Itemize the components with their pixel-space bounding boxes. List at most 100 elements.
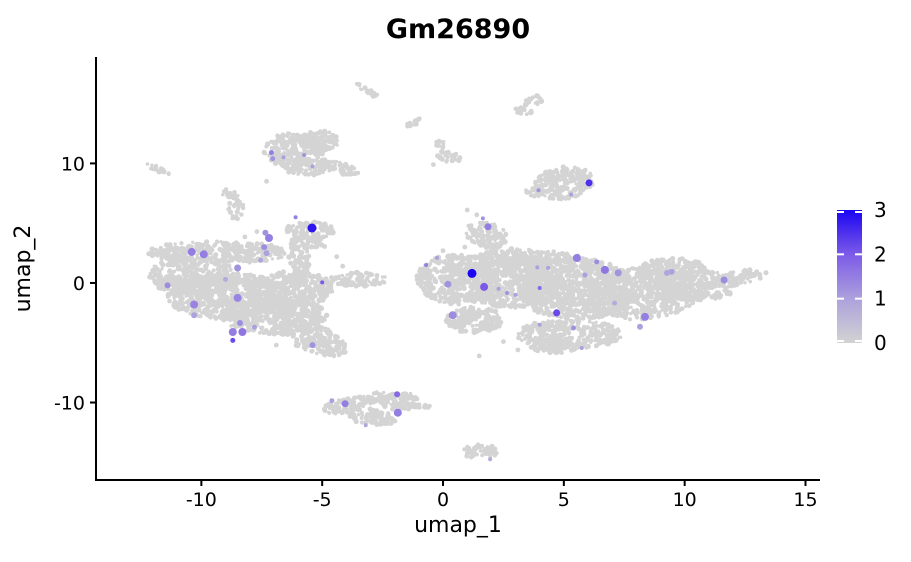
cell-point — [154, 247, 158, 252]
cell-point — [508, 290, 515, 296]
cell-point — [332, 333, 339, 340]
cell-point — [281, 297, 286, 302]
cell-point — [358, 282, 363, 287]
cell-point — [266, 300, 272, 306]
cell-point — [320, 131, 326, 137]
cell-point — [299, 263, 303, 268]
cell-point — [270, 326, 276, 332]
cell-point — [282, 145, 288, 151]
cell-point — [236, 203, 242, 209]
cell-point — [505, 297, 511, 302]
cell-point — [576, 193, 580, 198]
cell-point — [296, 283, 302, 289]
cell-point — [381, 279, 385, 283]
cell-point — [233, 324, 239, 330]
cell-point — [295, 318, 300, 323]
cell-point — [497, 278, 502, 282]
cell-point — [285, 285, 291, 291]
cell-point — [456, 267, 461, 272]
cell-point — [443, 259, 447, 263]
cell-point — [368, 271, 372, 275]
cell-point — [296, 172, 300, 176]
cell-point — [201, 242, 206, 247]
cell-point — [348, 270, 354, 275]
cell-point — [249, 253, 254, 258]
cell-point — [305, 308, 311, 314]
cell-point — [568, 178, 574, 184]
cell-point — [202, 259, 207, 264]
cell-point — [498, 297, 502, 301]
cell-point — [477, 276, 481, 280]
cell-point — [543, 174, 550, 181]
cell-point — [319, 147, 324, 152]
cell-point — [228, 267, 233, 272]
cell-point — [470, 283, 475, 288]
cell-point — [181, 256, 188, 262]
cell-point — [303, 245, 310, 252]
cell-point — [316, 242, 320, 246]
cell-point — [244, 249, 248, 253]
cell-point — [326, 331, 330, 335]
cell-point — [538, 183, 543, 188]
cell-point — [481, 295, 486, 299]
cell-point — [283, 165, 288, 170]
cell-point — [316, 325, 320, 329]
cell-point — [311, 300, 316, 305]
cell-point — [236, 305, 241, 309]
cell-point — [202, 276, 207, 282]
cell-point — [261, 305, 267, 312]
cell-point — [246, 324, 252, 330]
cell-point — [183, 277, 190, 284]
cell-point — [489, 293, 494, 299]
cell-point — [303, 345, 308, 350]
cell-point — [457, 155, 463, 161]
cell-point — [485, 264, 490, 269]
cell-point — [235, 281, 240, 286]
cell-point — [423, 266, 429, 273]
cell-point — [324, 234, 329, 238]
cell-point — [206, 299, 211, 305]
cell-point — [272, 250, 278, 256]
cell-point — [331, 353, 337, 359]
cell-point — [230, 255, 234, 259]
cell-point — [277, 297, 283, 303]
cell-point — [286, 317, 292, 322]
cell-point — [304, 336, 310, 342]
cell-point — [289, 273, 295, 278]
cell-point — [314, 309, 320, 315]
cell-point — [160, 277, 165, 282]
cell-point — [522, 266, 527, 271]
cell-point — [299, 221, 304, 227]
cell-point — [299, 238, 304, 243]
cell-point — [316, 277, 322, 283]
cell-point — [287, 321, 291, 326]
cell-point — [274, 281, 280, 286]
cell-point — [258, 309, 263, 314]
cell-point — [529, 96, 534, 102]
cell-point — [205, 304, 209, 308]
cell-point — [295, 327, 301, 333]
cell-point — [456, 296, 461, 301]
cell-point — [226, 242, 231, 247]
cell-point — [300, 133, 306, 139]
cell-point — [310, 238, 316, 244]
cell-point — [244, 317, 250, 323]
cell-point — [291, 334, 296, 339]
cell-point — [153, 264, 158, 269]
cell-point — [449, 298, 454, 303]
cell-point — [236, 277, 242, 282]
cell-point — [445, 155, 450, 160]
cell-point — [189, 255, 194, 260]
cell-point — [323, 352, 329, 357]
cell-point — [310, 349, 315, 353]
cell-point — [370, 90, 377, 97]
cell-point — [252, 296, 257, 301]
cell-point — [151, 270, 156, 275]
cell-point — [528, 190, 533, 195]
cell-point — [329, 282, 334, 287]
cell-point — [480, 264, 485, 269]
cell-point — [445, 254, 449, 259]
cell-point — [269, 320, 275, 325]
cell-point — [547, 180, 551, 185]
cell-point — [294, 266, 300, 272]
